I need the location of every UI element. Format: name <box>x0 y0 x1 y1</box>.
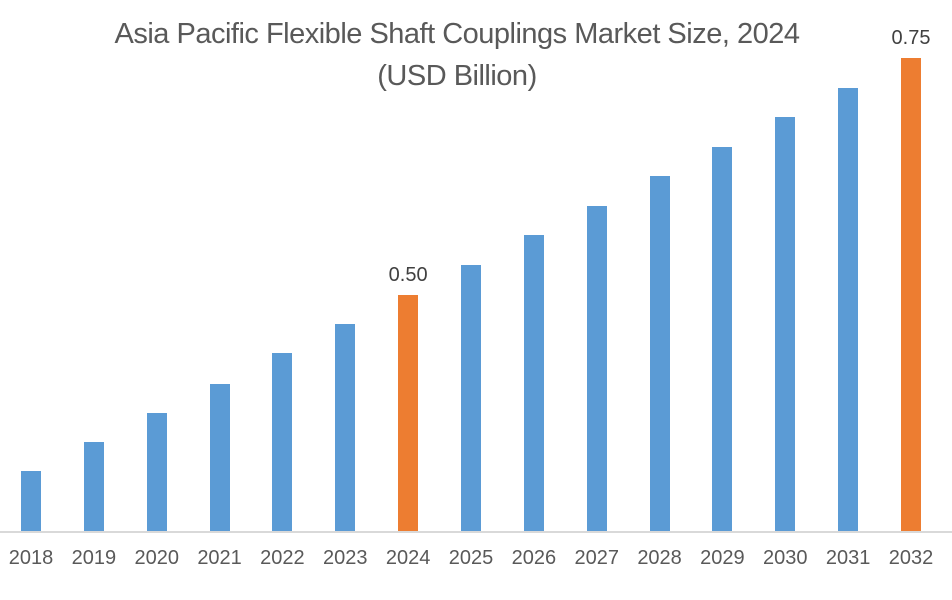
bar-2031 <box>838 88 859 531</box>
x-axis-line <box>0 531 952 533</box>
bar-2025 <box>461 265 481 531</box>
bar-2021 <box>209 384 230 531</box>
x-tick-label-2030: 2030 <box>763 547 808 569</box>
bar-2018 <box>21 471 41 531</box>
bar-2023 <box>335 324 356 531</box>
bar-value-label-2024: 0.50 <box>388 264 428 286</box>
x-tick-label-2021: 2021 <box>197 547 242 569</box>
x-tick-label-2031: 2031 <box>825 547 871 569</box>
bar-2028 <box>649 176 670 531</box>
x-tick-label-2024: 2024 <box>385 547 431 569</box>
x-tick-label-2022: 2022 <box>260 547 305 569</box>
bar-2020 <box>146 413 167 531</box>
chart-title-subtitle: (USD Billion) <box>377 60 537 92</box>
bar-2032 <box>901 58 921 531</box>
bar-2029 <box>712 147 733 531</box>
x-tick-label-2025: 2025 <box>448 547 494 569</box>
bar-2030 <box>775 117 796 531</box>
bar-value-label-2032: 0.75 <box>891 27 931 49</box>
x-tick-label-2023: 2023 <box>323 547 368 569</box>
chart-title: Asia Pacific Flexible Shaft Couplings Ma… <box>0 12 914 96</box>
x-tick-label-2028: 2028 <box>637 547 682 569</box>
x-tick-label-2032: 2032 <box>888 547 934 569</box>
x-tick-label-2019: 2019 <box>71 547 117 569</box>
bar-2024 <box>398 295 419 531</box>
x-tick-label-2018: 2018 <box>8 547 54 569</box>
bar-2019 <box>83 442 104 531</box>
x-tick-label-2029: 2029 <box>700 547 745 569</box>
bar-2026 <box>523 235 544 531</box>
x-tick-label-2020: 2020 <box>134 547 179 569</box>
x-tick-label-2026: 2026 <box>511 547 557 569</box>
bar-2022 <box>272 353 293 531</box>
chart-title-line1: Asia Pacific Flexible Shaft Couplings Ma… <box>114 18 800 50</box>
bar-2027 <box>586 206 607 531</box>
x-tick-label-2027: 2027 <box>574 547 619 569</box>
